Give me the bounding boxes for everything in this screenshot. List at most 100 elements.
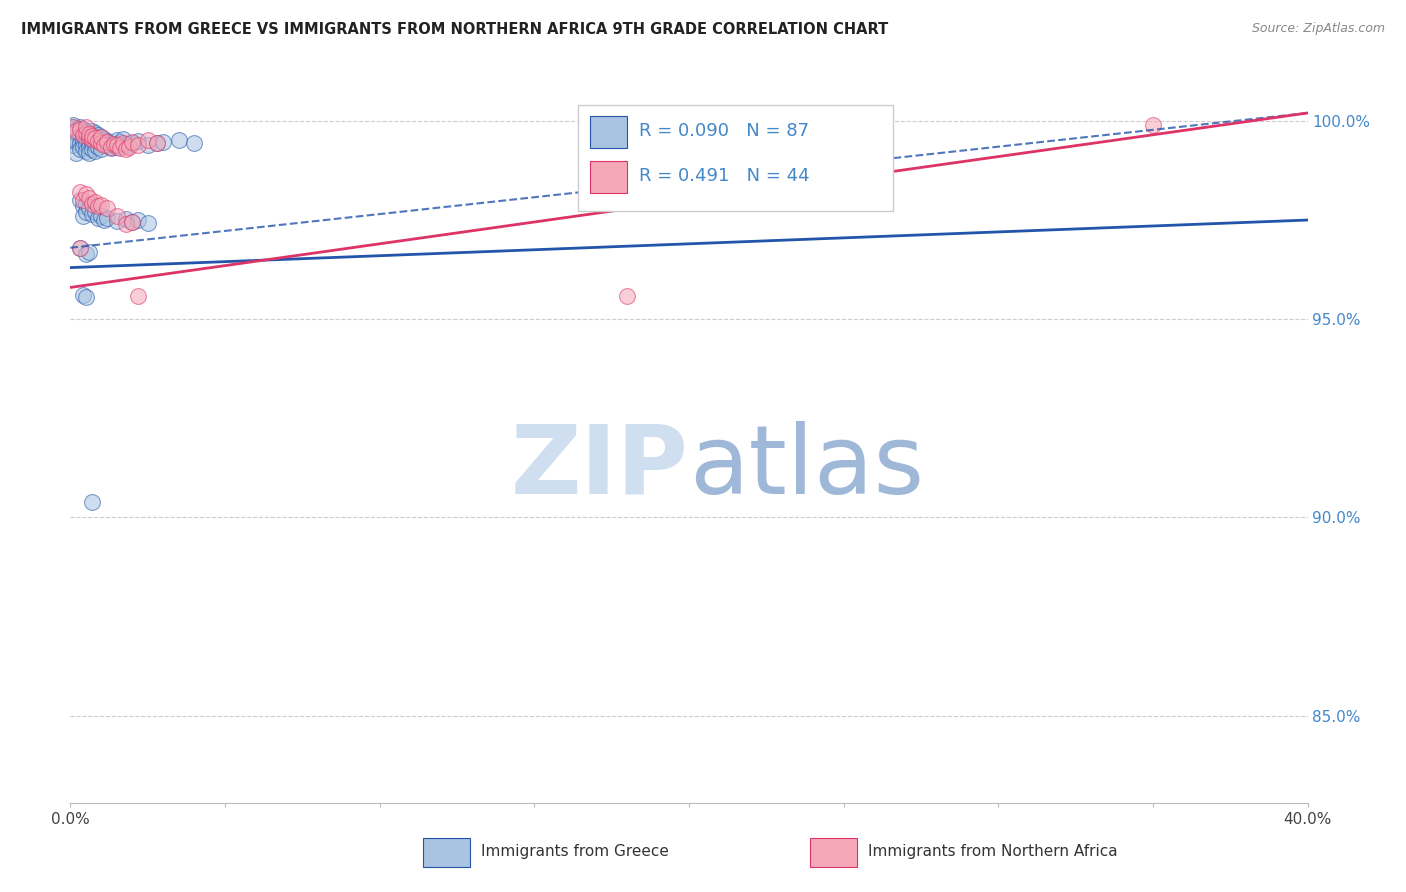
- Point: [87, 134, 110, 148]
- Point: [69, 241, 91, 255]
- Point: [69, 128, 91, 142]
- Point: [62, 129, 84, 144]
- Point: [127, 213, 149, 227]
- Point: [75, 128, 97, 142]
- Point: [136, 133, 159, 147]
- Point: [93, 137, 115, 152]
- Point: [69, 241, 91, 255]
- Point: [72, 209, 94, 223]
- Point: [96, 201, 118, 215]
- Point: [127, 289, 149, 303]
- Point: [87, 199, 110, 213]
- Point: [80, 136, 103, 150]
- Point: [75, 126, 97, 140]
- Point: [121, 136, 143, 150]
- Point: [75, 144, 97, 158]
- Point: [84, 205, 107, 219]
- Point: [90, 198, 112, 212]
- Point: [90, 209, 112, 223]
- Point: [77, 134, 100, 148]
- Point: [69, 120, 91, 134]
- Point: [72, 128, 94, 142]
- Point: [69, 136, 91, 150]
- Point: [108, 135, 131, 149]
- Point: [72, 288, 94, 302]
- Point: [72, 121, 94, 136]
- Point: [87, 211, 110, 225]
- Point: [65, 134, 87, 148]
- Point: [105, 138, 128, 153]
- Point: [87, 139, 110, 153]
- Point: [93, 136, 115, 151]
- Point: [80, 132, 103, 146]
- Point: [183, 136, 205, 150]
- Point: [77, 139, 100, 153]
- Point: [72, 134, 94, 148]
- Point: [84, 126, 107, 140]
- Point: [136, 216, 159, 230]
- Point: [75, 132, 97, 146]
- Point: [75, 246, 97, 260]
- Point: [105, 139, 128, 153]
- Point: [90, 142, 112, 156]
- Point: [84, 195, 107, 210]
- Point: [96, 211, 118, 225]
- Point: [65, 145, 87, 160]
- Point: [80, 124, 103, 138]
- Point: [77, 129, 100, 144]
- Text: R = 0.491   N = 44: R = 0.491 N = 44: [640, 168, 810, 186]
- Point: [87, 134, 110, 148]
- Point: [105, 214, 128, 228]
- Text: atlas: atlas: [689, 421, 924, 514]
- Point: [100, 139, 122, 153]
- Point: [72, 126, 94, 140]
- Point: [103, 136, 125, 151]
- Point: [115, 136, 138, 151]
- Point: [93, 213, 115, 227]
- Point: [84, 130, 107, 145]
- Point: [136, 137, 159, 152]
- Point: [115, 217, 138, 231]
- Point: [80, 142, 103, 156]
- Point: [100, 141, 122, 155]
- Point: [118, 139, 141, 153]
- Point: [1142, 118, 1164, 132]
- FancyBboxPatch shape: [578, 105, 893, 211]
- Point: [65, 124, 87, 138]
- Point: [121, 215, 143, 229]
- Point: [96, 135, 118, 149]
- Point: [167, 133, 190, 147]
- Point: [69, 124, 91, 138]
- Point: [103, 137, 125, 152]
- Point: [75, 187, 97, 202]
- Point: [80, 207, 103, 221]
- Point: [62, 120, 84, 134]
- Point: [111, 136, 134, 150]
- Point: [616, 118, 638, 132]
- Point: [115, 212, 138, 227]
- Point: [84, 130, 107, 145]
- Point: [77, 126, 100, 140]
- Point: [121, 135, 143, 149]
- Point: [90, 135, 112, 149]
- Point: [96, 134, 118, 148]
- Point: [72, 129, 94, 144]
- Text: Source: ZipAtlas.com: Source: ZipAtlas.com: [1251, 22, 1385, 36]
- FancyBboxPatch shape: [810, 838, 858, 867]
- Point: [90, 136, 112, 150]
- FancyBboxPatch shape: [423, 838, 470, 867]
- Point: [75, 124, 97, 138]
- Point: [121, 215, 143, 229]
- Point: [77, 145, 100, 160]
- Point: [115, 143, 138, 157]
- Point: [77, 191, 100, 205]
- Point: [62, 118, 84, 132]
- Point: [77, 244, 100, 259]
- Point: [80, 128, 103, 143]
- Point: [80, 494, 103, 508]
- Point: [80, 197, 103, 211]
- Point: [146, 136, 169, 150]
- Point: [127, 134, 149, 148]
- Text: IMMIGRANTS FROM GREECE VS IMMIGRANTS FROM NORTHERN AFRICA 9TH GRADE CORRELATION : IMMIGRANTS FROM GREECE VS IMMIGRANTS FRO…: [21, 22, 889, 37]
- Point: [90, 129, 112, 144]
